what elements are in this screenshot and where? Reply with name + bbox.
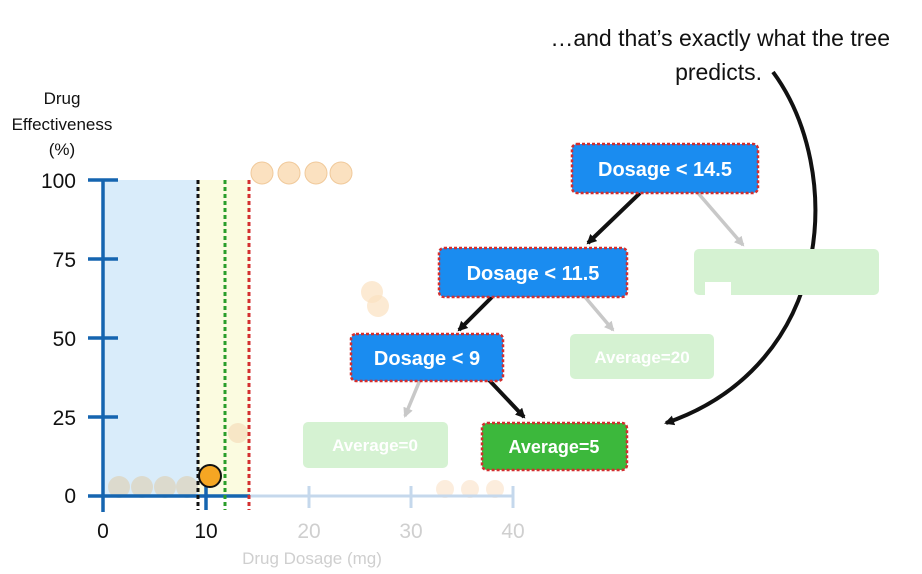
predicted-point (198, 464, 222, 488)
y-axis-title-line3: (%) (49, 140, 75, 159)
x-tick-label: 40 (501, 520, 524, 543)
leaf-average-0: Average=0 (303, 422, 448, 468)
leaf-right-faded (694, 249, 879, 295)
node-dosage-9: Dosage < 9 (349, 332, 505, 383)
edge-node3-to-avg0 (403, 379, 422, 418)
y-tick-label: 75 (53, 249, 76, 272)
caption-line2: predicts. (675, 59, 762, 85)
edge-node2-to-node3 (457, 295, 494, 332)
axes (88, 178, 250, 512)
node-dosage-11-5: Dosage < 11.5 (437, 246, 629, 299)
x-tick-label: 0 (97, 520, 109, 543)
edge-root-to-node2 (586, 191, 642, 245)
x-axis-faded-extension (250, 486, 515, 508)
x-axis-title: Drug Dosage (mg) (242, 549, 382, 568)
y-tick-label: 100 (41, 170, 76, 193)
node-root: Dosage < 14.5 (570, 142, 760, 195)
leaf-average-0-label: Average=0 (332, 436, 418, 455)
y-axis-title-line1: Drug (44, 89, 81, 108)
edge-node2-to-avg20 (583, 295, 615, 332)
y-axis-title-line2: Effectiveness (12, 115, 113, 134)
node-dosage-11-5-label: Dosage < 11.5 (467, 263, 600, 285)
leaf-average-20: Average=20 (570, 334, 714, 379)
leaf-average-5: Average=5 (480, 421, 629, 472)
x-tick-label: 30 (399, 520, 422, 543)
leaf-average-5-label: Average=5 (509, 437, 600, 457)
node-root-label: Dosage < 14.5 (598, 159, 732, 181)
y-tick-label: 25 (53, 407, 76, 430)
region-blue (103, 180, 198, 496)
x-tick-label: 20 (297, 520, 320, 543)
faded-points (108, 161, 504, 498)
leaf-average-20-label: Average=20 (594, 348, 689, 367)
edge-node3-to-avg5 (487, 378, 526, 419)
y-tick-label: 50 (53, 328, 76, 351)
caption-line1: …and that’s exactly what the tree (550, 25, 890, 51)
edge-root-to-right-leaf (696, 191, 745, 247)
x-tick-label: 10 (194, 520, 217, 543)
y-tick-label: 0 (64, 485, 76, 508)
node-dosage-9-label: Dosage < 9 (374, 348, 480, 370)
